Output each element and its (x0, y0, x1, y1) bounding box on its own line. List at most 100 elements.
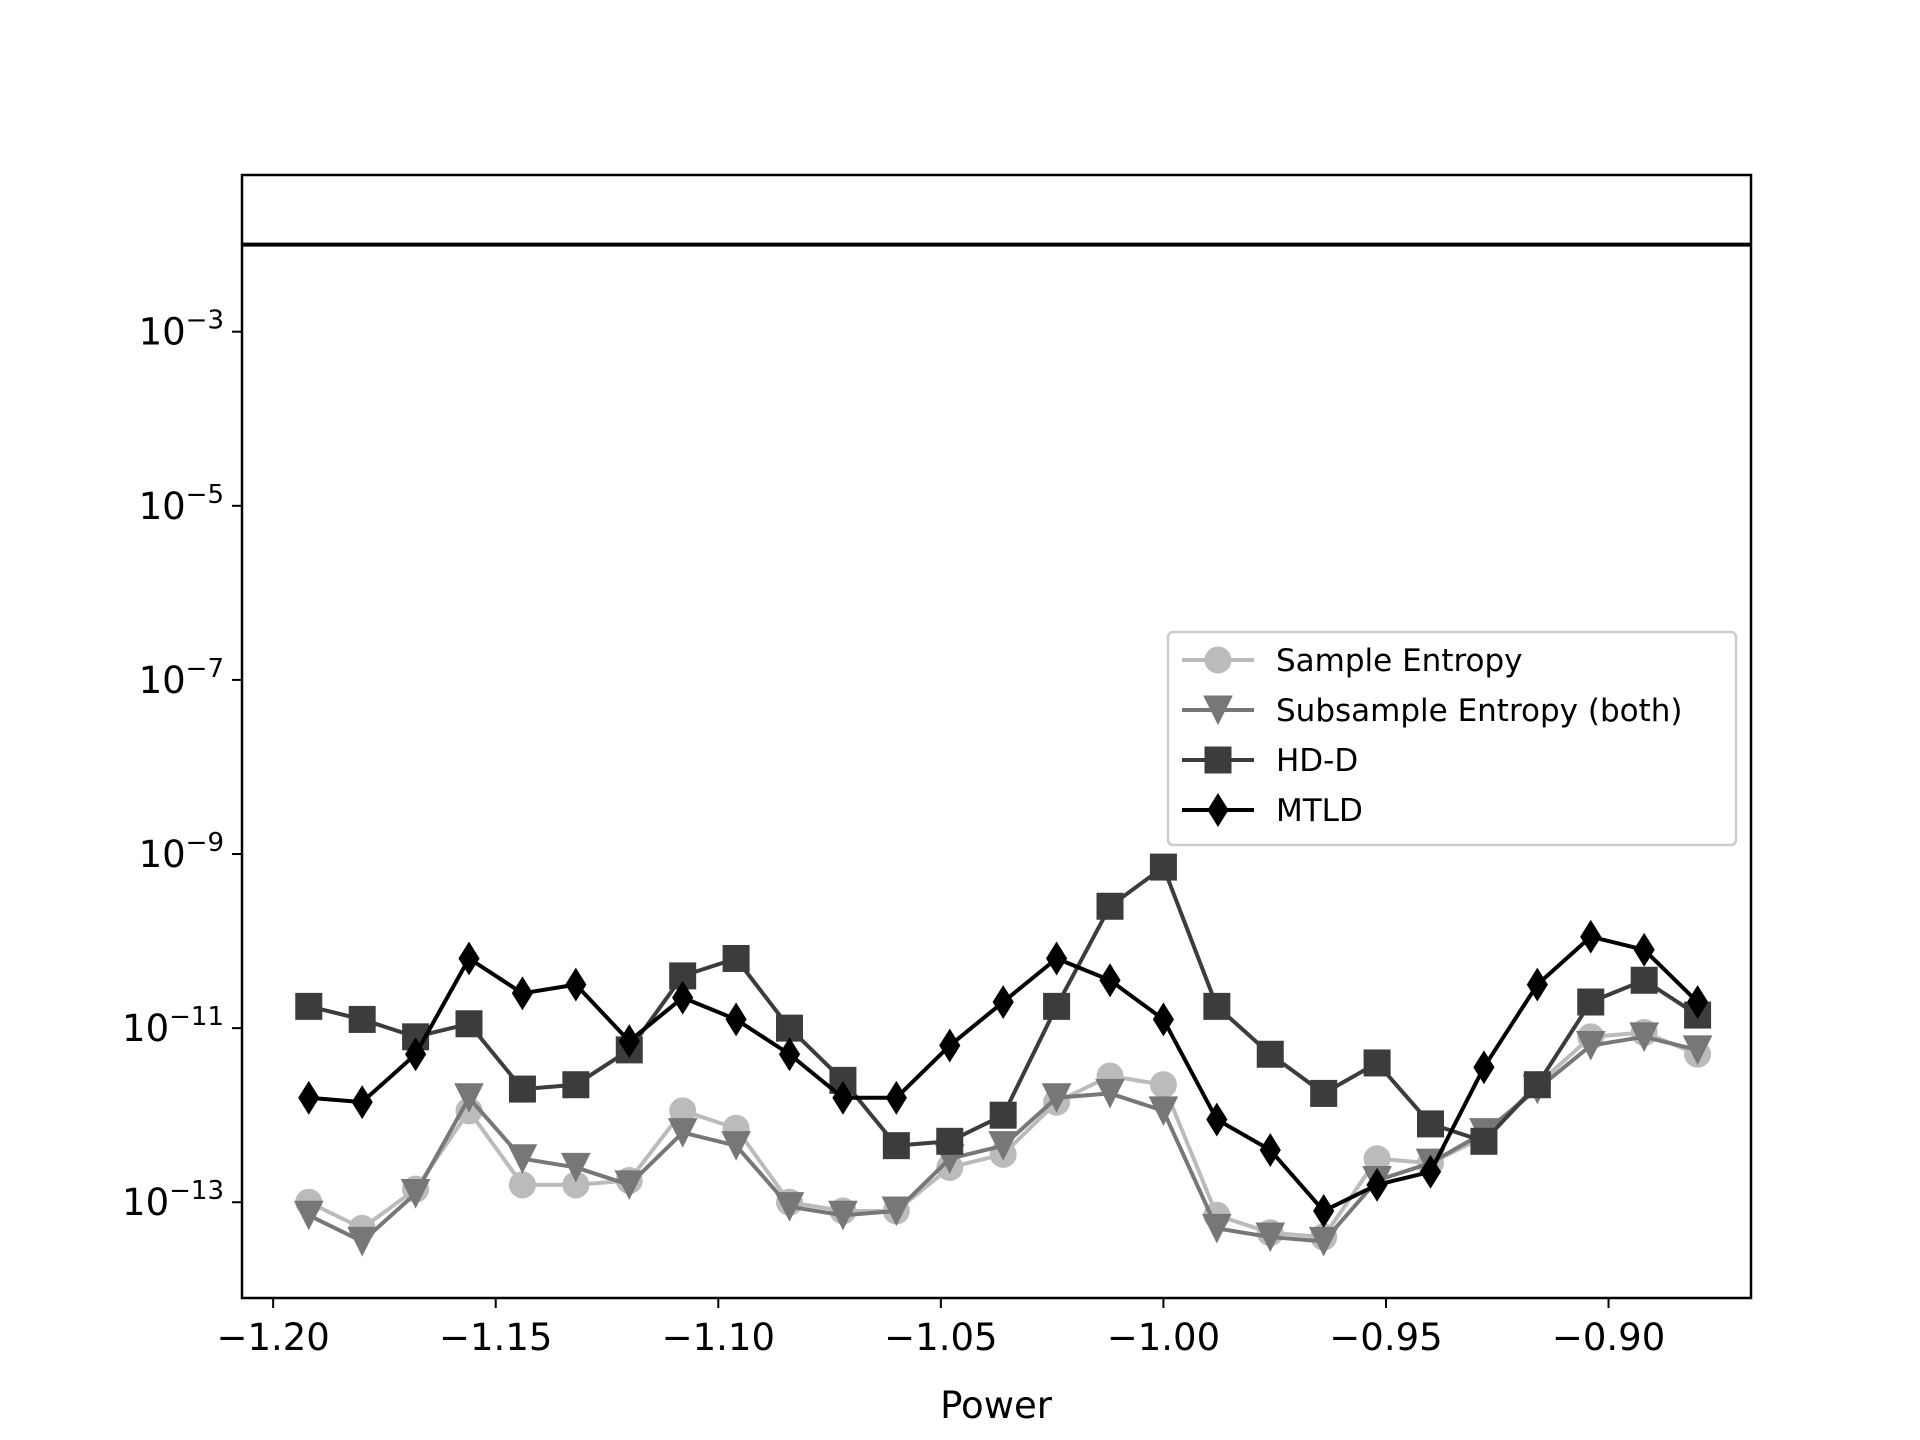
data-point (565, 967, 587, 1002)
data-point (1686, 985, 1709, 1019)
legend: Sample Entropy Subsample Entropy (both) HD… (1166, 630, 1738, 847)
x-axis-label: Power (940, 1384, 1053, 1427)
data-point (1523, 1071, 1551, 1099)
x-tick-label: −1.20 (216, 1316, 329, 1359)
data-point (1095, 1078, 1125, 1109)
data-point (458, 941, 480, 976)
data-point (1682, 1035, 1713, 1066)
data-point (882, 1132, 910, 1160)
legend-label: MTLD (1276, 793, 1363, 829)
data-point (1255, 1222, 1286, 1253)
legend-marker (1207, 793, 1229, 827)
data-point (618, 1024, 640, 1059)
legend-item: HD-D (1182, 743, 1358, 779)
data-point (1363, 1049, 1391, 1077)
legend-label: HD-D (1276, 743, 1358, 779)
data-point (778, 1037, 801, 1072)
legend-item: Subsample Entropy (both) (1182, 693, 1683, 729)
data-point (776, 1014, 804, 1042)
x-axis-ticks: −1.20 −1.15 −1.10 −1.05 −1.00 −0.95 −0.90 (216, 1298, 1665, 1359)
data-point (1203, 992, 1231, 1020)
data-point (405, 1037, 427, 1072)
data-point (1152, 1002, 1175, 1037)
data-point (1473, 1050, 1495, 1085)
data-point (1310, 1079, 1338, 1107)
y-tick-base: 10 (139, 485, 186, 528)
data-point (722, 944, 750, 972)
data-point (992, 985, 1014, 1019)
data-point (828, 1200, 858, 1231)
data-point (939, 1028, 961, 1063)
data-point (1575, 1031, 1606, 1061)
y-tick-exponent: −11 (169, 1002, 224, 1032)
legend-label: Sample Entropy (1276, 643, 1523, 679)
x-tick-label: −0.90 (1552, 1316, 1665, 1359)
data-point (667, 1118, 698, 1148)
data-point (1417, 1110, 1445, 1138)
data-point (1366, 1167, 1388, 1202)
legend-label: Subsample Entropy (both) (1276, 693, 1683, 729)
y-tick-exponent: −13 (169, 1176, 224, 1206)
data-point (1470, 1127, 1498, 1155)
y-tick-label: 10−9 (139, 828, 224, 876)
x-tick-label: −1.00 (1107, 1316, 1220, 1359)
legend-marker (1203, 695, 1233, 726)
data-point (881, 1196, 912, 1227)
data-point (1149, 1071, 1177, 1099)
data-point (989, 1101, 1017, 1129)
data-point (672, 980, 694, 1015)
data-point (725, 1002, 747, 1037)
data-point (1041, 1083, 1072, 1113)
data-point (774, 1192, 805, 1222)
y-tick-exponent: −7 (186, 654, 224, 684)
data-point (1202, 1213, 1232, 1244)
data-point (936, 1127, 964, 1155)
y-tick-exponent: −5 (186, 480, 224, 510)
data-point (1633, 932, 1655, 967)
data-point (885, 1080, 907, 1115)
y-tick-exponent: −9 (186, 828, 224, 858)
data-point (1148, 1096, 1179, 1126)
data-point (1046, 941, 1068, 976)
data-point (351, 1085, 373, 1120)
data-point (1580, 919, 1602, 954)
data-point (1526, 967, 1548, 1002)
data-point (511, 976, 534, 1011)
data-point (298, 1080, 320, 1115)
data-point (1630, 966, 1658, 994)
data-point (455, 1010, 483, 1038)
data-point (293, 1200, 324, 1231)
data-point (400, 1179, 431, 1209)
data-series (293, 853, 1713, 1257)
y-tick-label: 10−5 (139, 480, 224, 528)
y-tick-base: 10 (122, 1007, 169, 1050)
data-point (1629, 1022, 1659, 1052)
data-point (347, 1226, 377, 1257)
y-tick-base: 10 (139, 311, 186, 354)
legend-box (1166, 630, 1738, 847)
data-point (348, 1005, 376, 1033)
y-tick-base: 10 (122, 1181, 169, 1224)
data-point (507, 1144, 538, 1174)
data-point (1099, 963, 1121, 998)
plot-area-frame (240, 173, 1753, 1300)
data-point (508, 1171, 536, 1199)
data-point (561, 1152, 591, 1183)
legend-marker (1204, 746, 1232, 774)
data-point (988, 1131, 1018, 1161)
legend-item: MTLD (1182, 793, 1363, 829)
x-tick-label: −1.05 (884, 1316, 997, 1359)
series-1 (293, 1022, 1713, 1257)
legend-marker (1204, 646, 1232, 674)
x-tick-label: −1.10 (662, 1316, 775, 1359)
data-point (1096, 892, 1124, 920)
x-tick-label: −1.15 (439, 1316, 552, 1359)
data-point (614, 1170, 645, 1200)
data-point (508, 1075, 536, 1103)
legend-item: Sample Entropy (1182, 643, 1523, 679)
data-point (1313, 1194, 1335, 1228)
data-point (562, 1071, 590, 1099)
data-point (295, 992, 323, 1020)
